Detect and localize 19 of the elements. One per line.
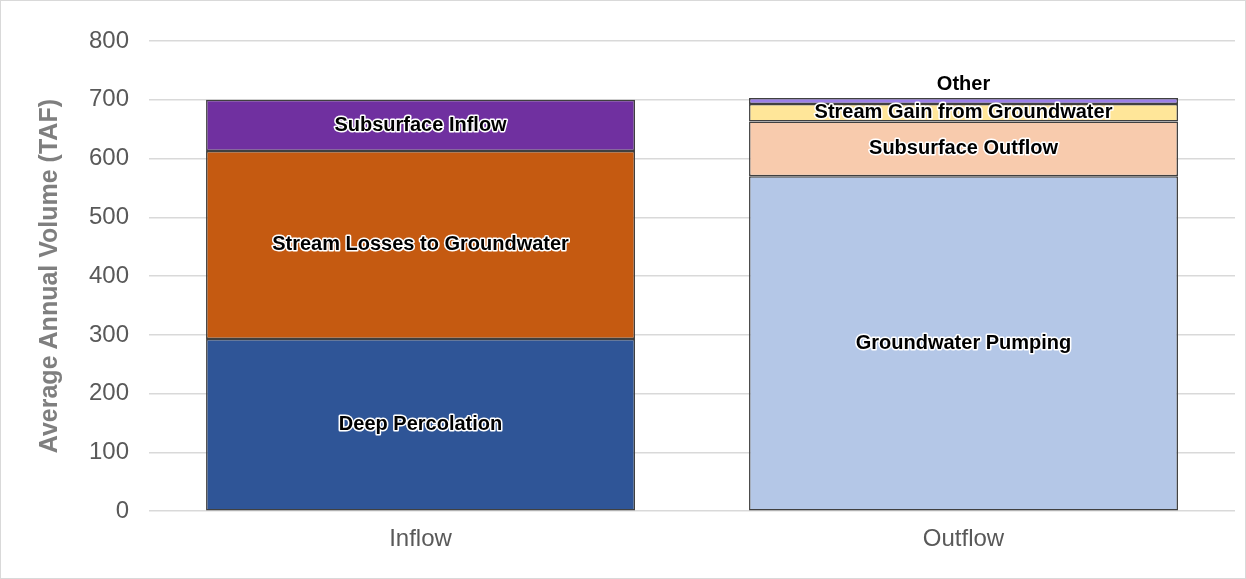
y-tick-label: 100 bbox=[89, 437, 130, 465]
x-tick-label: Outflow bbox=[922, 524, 1005, 552]
series-label: Subsurface Inflow bbox=[334, 112, 508, 135]
y-tick-label: 0 bbox=[115, 495, 130, 523]
y-tick-label: 500 bbox=[89, 201, 130, 229]
y-tick-label: 300 bbox=[89, 319, 130, 347]
x-tick-label: Inflow bbox=[389, 524, 453, 552]
series-label: Stream Losses to Groundwater bbox=[272, 232, 570, 255]
y-tick-label: 700 bbox=[89, 84, 130, 112]
y-axis-title: Average Annual Volume (TAF) bbox=[33, 99, 62, 454]
series-label: Subsurface Outflow bbox=[869, 136, 1059, 159]
series-label: Deep Percolation bbox=[338, 412, 503, 435]
series-label: Groundwater Pumping bbox=[855, 330, 1072, 353]
y-tick-label: 800 bbox=[89, 25, 130, 53]
y-tick-label: 600 bbox=[89, 143, 130, 171]
series-label: Other bbox=[936, 71, 991, 94]
y-tick-label: 200 bbox=[89, 378, 130, 406]
y-tick-label: 400 bbox=[89, 260, 130, 288]
series-label: Stream Gain from Groundwater bbox=[814, 100, 1113, 123]
